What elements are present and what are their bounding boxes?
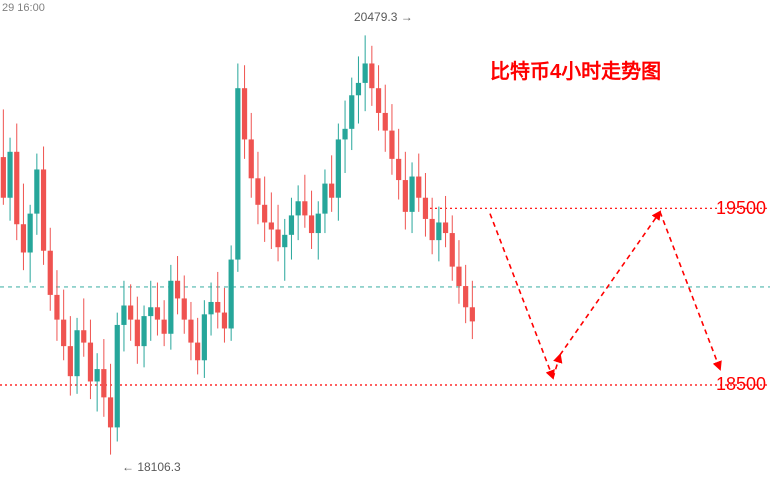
chart-title: 比特币4小时走势图: [490, 55, 661, 84]
time-label: 29 16:00: [2, 2, 45, 14]
price-annotation: 20479.3 →: [354, 10, 413, 24]
price-level-label: 19500: [716, 198, 766, 219]
price-level-label: 18500: [716, 374, 766, 395]
price-annotation: ← 18106.3: [122, 460, 181, 474]
